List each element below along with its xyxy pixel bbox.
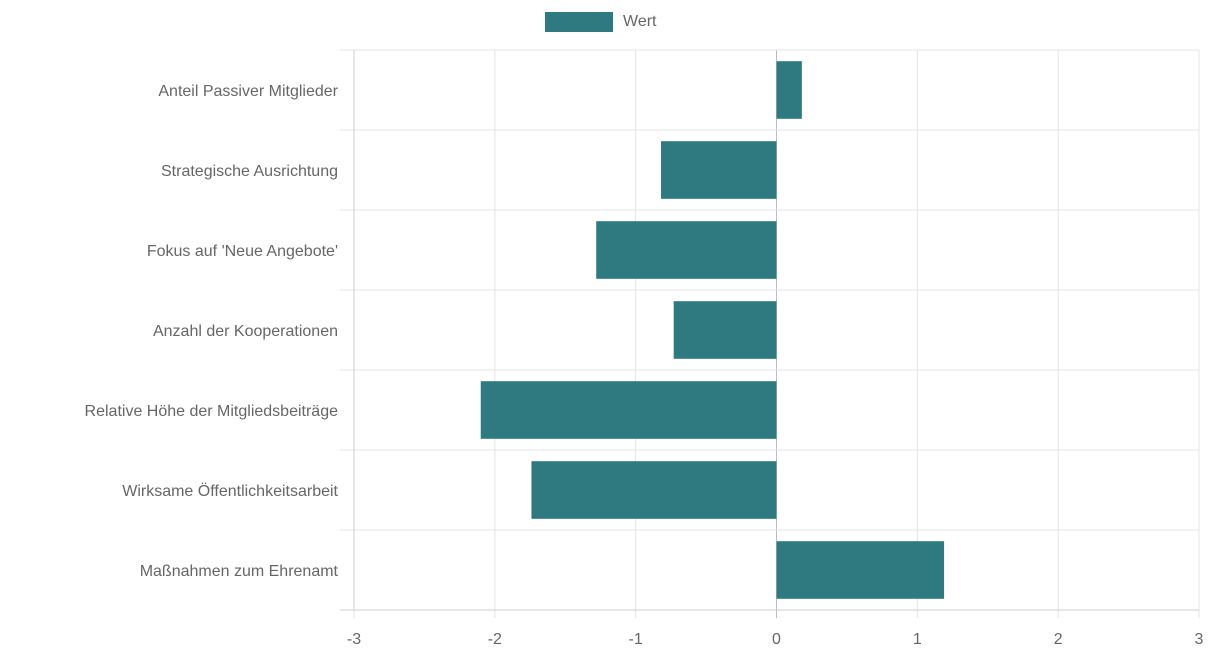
bar[interactable] (531, 461, 777, 519)
x-tick-label: 2 (1054, 631, 1063, 648)
category-axis-labels: Anteil Passiver Mitglieder Strategische A… (85, 83, 339, 580)
category-label: Relative Höhe der Mitgliedsbeiträge (85, 403, 339, 420)
x-tick-label: 0 (772, 631, 781, 648)
bars (480, 61, 945, 599)
x-tick-label: 1 (913, 631, 922, 648)
category-label: Wirksame Öffentlichkeitsarbeit (122, 482, 338, 500)
grid-lines (340, 49, 1200, 618)
category-label: Fokus auf 'Neue Angebote' (147, 243, 338, 260)
value-axis-tick-labels: -3 -2 -1 0 1 2 3 (347, 631, 1204, 648)
category-label: Strategische Ausrichtung (161, 163, 338, 180)
bar[interactable] (661, 141, 777, 199)
bar[interactable] (776, 61, 802, 119)
bar[interactable] (480, 381, 777, 439)
bar[interactable] (673, 301, 777, 359)
category-label: Anzahl der Kooperationen (153, 323, 338, 340)
x-tick-label: -1 (629, 631, 643, 648)
bar[interactable] (776, 541, 945, 599)
x-tick-label: -3 (347, 631, 361, 648)
legend-label-wert: Wert (623, 13, 657, 30)
x-tick-label: -2 (488, 631, 502, 648)
x-tick-label: 3 (1195, 631, 1204, 648)
category-label: Maßnahmen zum Ehrenamt (140, 563, 339, 580)
legend[interactable]: Wert (545, 11, 656, 33)
legend-swatch-wert (545, 12, 613, 32)
bar[interactable] (596, 221, 777, 279)
category-label: Anteil Passiver Mitglieder (158, 83, 338, 100)
